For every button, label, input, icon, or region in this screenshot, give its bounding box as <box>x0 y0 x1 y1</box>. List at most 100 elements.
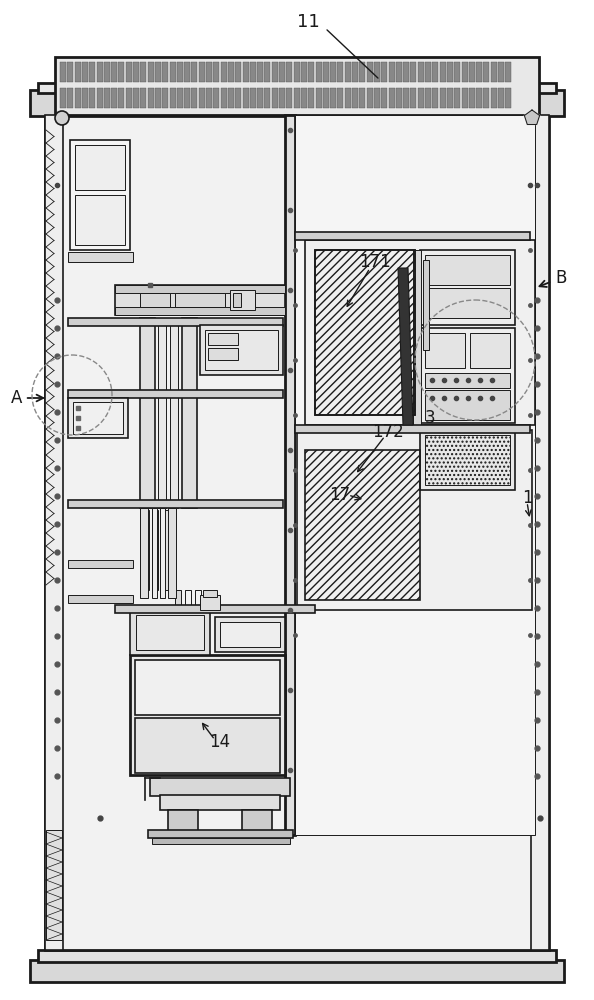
Bar <box>423 260 429 350</box>
Bar <box>111 62 117 82</box>
Text: 171: 171 <box>359 253 391 271</box>
Bar <box>388 88 394 108</box>
Bar <box>297 430 532 610</box>
Bar <box>75 62 81 82</box>
Bar <box>454 88 460 108</box>
Bar <box>470 333 510 368</box>
Bar <box>185 590 191 612</box>
Bar <box>337 62 343 82</box>
Bar <box>55 57 539 115</box>
Bar <box>213 62 219 82</box>
Bar <box>68 318 283 326</box>
Text: 11: 11 <box>296 13 320 31</box>
Bar <box>75 195 125 245</box>
Bar <box>432 88 438 108</box>
Bar <box>191 88 197 108</box>
Text: 17: 17 <box>330 486 350 504</box>
Bar <box>420 430 515 490</box>
Bar <box>413 250 421 425</box>
Bar <box>330 62 336 82</box>
Bar <box>345 62 350 82</box>
Bar <box>425 288 510 318</box>
Bar <box>200 595 220 610</box>
Bar <box>484 62 489 82</box>
Bar <box>293 62 299 82</box>
Bar <box>45 115 549 950</box>
Bar <box>396 62 402 82</box>
Bar <box>208 348 238 360</box>
Bar <box>140 508 148 598</box>
Bar <box>498 62 504 82</box>
Bar <box>170 318 178 508</box>
Bar <box>230 290 255 310</box>
Bar <box>195 590 201 612</box>
Bar <box>68 595 133 603</box>
Bar <box>271 88 278 108</box>
Bar <box>242 810 272 832</box>
Bar <box>111 88 117 108</box>
Bar <box>82 88 88 108</box>
Bar <box>228 88 234 108</box>
Bar <box>208 333 238 345</box>
Bar <box>293 88 299 108</box>
Polygon shape <box>525 110 539 124</box>
Bar <box>420 250 515 325</box>
Bar <box>140 88 146 108</box>
Text: 3: 3 <box>425 409 435 427</box>
Bar <box>286 62 292 82</box>
Bar <box>323 62 329 82</box>
Bar <box>257 62 263 82</box>
Bar <box>469 88 475 108</box>
Bar <box>205 330 278 370</box>
Bar <box>152 510 158 590</box>
Bar <box>305 450 420 600</box>
Bar <box>410 62 416 82</box>
Text: 1: 1 <box>522 489 532 507</box>
Bar <box>115 285 285 315</box>
Bar <box>381 88 387 108</box>
Bar <box>68 390 283 398</box>
Bar <box>315 62 321 82</box>
Bar <box>96 62 103 82</box>
Bar <box>425 62 431 82</box>
Bar <box>308 88 314 108</box>
Bar <box>279 88 285 108</box>
Bar <box>498 88 504 108</box>
Bar <box>133 88 139 108</box>
Bar <box>135 660 280 715</box>
Bar <box>75 88 81 108</box>
Bar <box>152 838 290 844</box>
Bar <box>67 88 73 108</box>
Bar <box>295 115 535 835</box>
Bar <box>410 88 416 108</box>
Bar <box>162 62 168 82</box>
Bar <box>301 62 307 82</box>
Bar <box>235 88 241 108</box>
Bar <box>199 62 205 82</box>
Bar <box>425 435 510 485</box>
Circle shape <box>55 111 69 125</box>
Bar <box>200 325 283 375</box>
Bar <box>45 115 63 950</box>
Bar <box>337 88 343 108</box>
Bar <box>126 88 132 108</box>
Bar <box>130 610 210 655</box>
Bar <box>115 605 315 613</box>
Bar <box>206 88 212 108</box>
Bar <box>381 62 387 82</box>
Bar <box>177 62 183 82</box>
Polygon shape <box>398 268 413 425</box>
Bar <box>418 62 424 82</box>
Bar <box>440 88 446 108</box>
Bar <box>425 255 510 285</box>
Bar <box>115 285 285 293</box>
Bar <box>147 62 154 82</box>
Bar <box>184 62 190 82</box>
Bar <box>60 88 66 108</box>
Bar <box>462 62 467 82</box>
Bar <box>135 718 280 773</box>
Bar <box>162 510 168 590</box>
Bar <box>160 508 165 598</box>
Bar <box>168 810 198 832</box>
Bar <box>359 62 365 82</box>
